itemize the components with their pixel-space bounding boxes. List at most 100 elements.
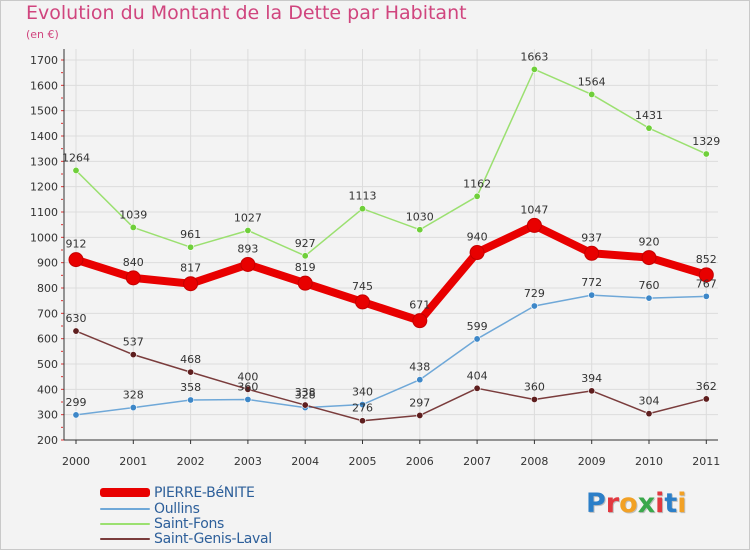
data-point-saint-fons <box>530 65 538 73</box>
data-label-saint-fons: 1030 <box>406 211 434 224</box>
logo-letter: P <box>586 488 606 519</box>
data-point-saint-fons <box>129 223 137 231</box>
data-point-saint-genis-laval <box>702 395 710 403</box>
y-tick-label: 1300 <box>30 155 58 168</box>
data-label-oullins: 599 <box>467 320 488 333</box>
data-point-saint-genis-laval <box>187 368 195 376</box>
data-label-saint-fons: 1039 <box>119 208 147 221</box>
data-label-saint-fons: 1113 <box>349 190 377 203</box>
data-label-saint-genis-laval: 400 <box>237 370 258 383</box>
series-line-oullins <box>75 294 708 416</box>
legend-swatch-saint-genis-laval <box>100 537 150 540</box>
data-point-saint-genis-laval <box>129 351 137 359</box>
x-tick-label: 2007 <box>463 455 491 468</box>
data-point-saint-fons <box>301 252 309 260</box>
data-point-saint-genis-laval <box>301 401 309 409</box>
data-label-oullins: 328 <box>295 389 316 402</box>
x-tick-label: 2008 <box>520 455 548 468</box>
data-label-oullins: 767 <box>696 277 717 290</box>
data-point-pierre-b-nite <box>240 256 256 272</box>
y-tick-label: 1400 <box>30 130 58 143</box>
data-point-oullins <box>416 376 424 384</box>
data-label-pierre-b-nite: 893 <box>237 242 258 255</box>
data-point-saint-fons <box>645 124 653 132</box>
logo-letter: i <box>677 488 687 519</box>
data-point-pierre-b-nite <box>68 252 84 268</box>
data-label-saint-genis-laval: 276 <box>352 402 373 415</box>
data-label-oullins: 772 <box>581 276 602 289</box>
y-tick-label: 800 <box>37 282 58 295</box>
data-label-saint-genis-laval: 394 <box>581 372 602 385</box>
chart-unit: (en €) <box>26 28 59 41</box>
data-point-oullins <box>358 401 366 409</box>
data-label-saint-fons: 1264 <box>62 151 90 164</box>
data-label-saint-genis-laval: 304 <box>639 395 660 408</box>
data-labels: 912 840 817 893 819 745 671 940 1047 937 920 852 299… <box>62 50 720 414</box>
data-point-oullins <box>645 294 653 302</box>
data-point-pierre-b-nite <box>469 245 485 261</box>
data-point-saint-genis-laval <box>473 384 481 392</box>
legend-label-oullins: Oullins <box>154 500 200 517</box>
y-tick-label: 700 <box>37 307 58 320</box>
data-label-saint-fons: 1564 <box>578 75 606 88</box>
legend-swatch-pierre-benite <box>100 488 150 497</box>
data-label-pierre-b-nite: 940 <box>467 231 488 244</box>
data-label-pierre-b-nite: 937 <box>581 231 602 244</box>
data-label-pierre-b-nite: 745 <box>352 280 373 293</box>
data-point-oullins <box>530 302 538 310</box>
data-label-saint-fons: 1431 <box>635 109 663 122</box>
y-tick-label: 500 <box>37 358 58 371</box>
y-tick-label: 200 <box>37 434 58 447</box>
data-point-oullins <box>72 411 80 419</box>
data-point-saint-genis-laval <box>72 327 80 335</box>
x-tick-label: 2002 <box>177 455 205 468</box>
y-tick-label: 1200 <box>30 181 58 194</box>
y-tick-label: 300 <box>37 409 58 422</box>
data-point-pierre-b-nite <box>641 250 657 266</box>
data-label-saint-fons: 927 <box>295 237 316 250</box>
y-tick-label: 1500 <box>30 105 58 118</box>
data-label-pierre-b-nite: 840 <box>123 256 144 269</box>
logo-letter: t <box>664 488 678 519</box>
data-label-pierre-b-nite: 920 <box>639 236 660 249</box>
data-point-saint-fons <box>358 205 366 213</box>
y-tick-label: 900 <box>37 257 58 270</box>
data-point-oullins <box>187 396 195 404</box>
data-label-saint-genis-laval: 537 <box>123 336 144 349</box>
grid <box>64 49 718 441</box>
chart-title: Evolution du Montant de la Dette par Hab… <box>26 2 467 24</box>
data-label-oullins: 760 <box>639 279 660 292</box>
x-tick-label: 2005 <box>349 455 377 468</box>
data-point-saint-fons <box>244 226 252 234</box>
data-label-oullins: 729 <box>524 287 545 300</box>
x-tick-label: 2001 <box>119 455 147 468</box>
legend-label-pierre-benite: PIERRE-BéNITE <box>154 484 255 501</box>
x-tick-label: 2010 <box>635 455 663 468</box>
data-point-pierre-b-nite <box>355 294 370 310</box>
data-label-pierre-b-nite: 671 <box>409 299 430 312</box>
data-label-oullins: 299 <box>66 396 87 409</box>
legend-item-pierre-benite: PIERRE-BéNITE <box>100 484 255 501</box>
data-label-pierre-b-nite: 1047 <box>520 203 548 216</box>
data-point-pierre-b-nite <box>698 267 714 283</box>
data-label-saint-genis-laval: 630 <box>66 312 87 325</box>
data-point-saint-genis-laval <box>244 385 252 393</box>
logo-letter: i <box>655 488 665 519</box>
data-label-oullins: 360 <box>237 380 258 393</box>
legend-item-saint-genis-laval: Saint-Genis-Laval <box>100 531 272 547</box>
x-tick-label: 2011 <box>692 455 720 468</box>
data-point-pierre-b-nite <box>183 276 199 292</box>
y-tick-label: 1100 <box>30 206 58 219</box>
data-label-saint-genis-laval: 297 <box>409 396 430 409</box>
data-point-saint-fons <box>588 90 596 98</box>
legend-swatch-oullins <box>100 507 150 510</box>
x-tick-label: 2006 <box>406 455 434 468</box>
data-point-saint-fons <box>416 226 424 234</box>
data-point-pierre-b-nite <box>526 217 542 233</box>
axes: 200 300 400 500 600 700 800 900 1000 1100 1200 1300… <box>30 49 720 468</box>
data-label-pierre-b-nite: 817 <box>180 262 201 275</box>
data-label-oullins: 438 <box>409 361 430 374</box>
logo-letter: r <box>605 488 620 519</box>
data-point-pierre-b-nite <box>412 313 428 329</box>
data-label-saint-fons: 1162 <box>463 177 491 190</box>
